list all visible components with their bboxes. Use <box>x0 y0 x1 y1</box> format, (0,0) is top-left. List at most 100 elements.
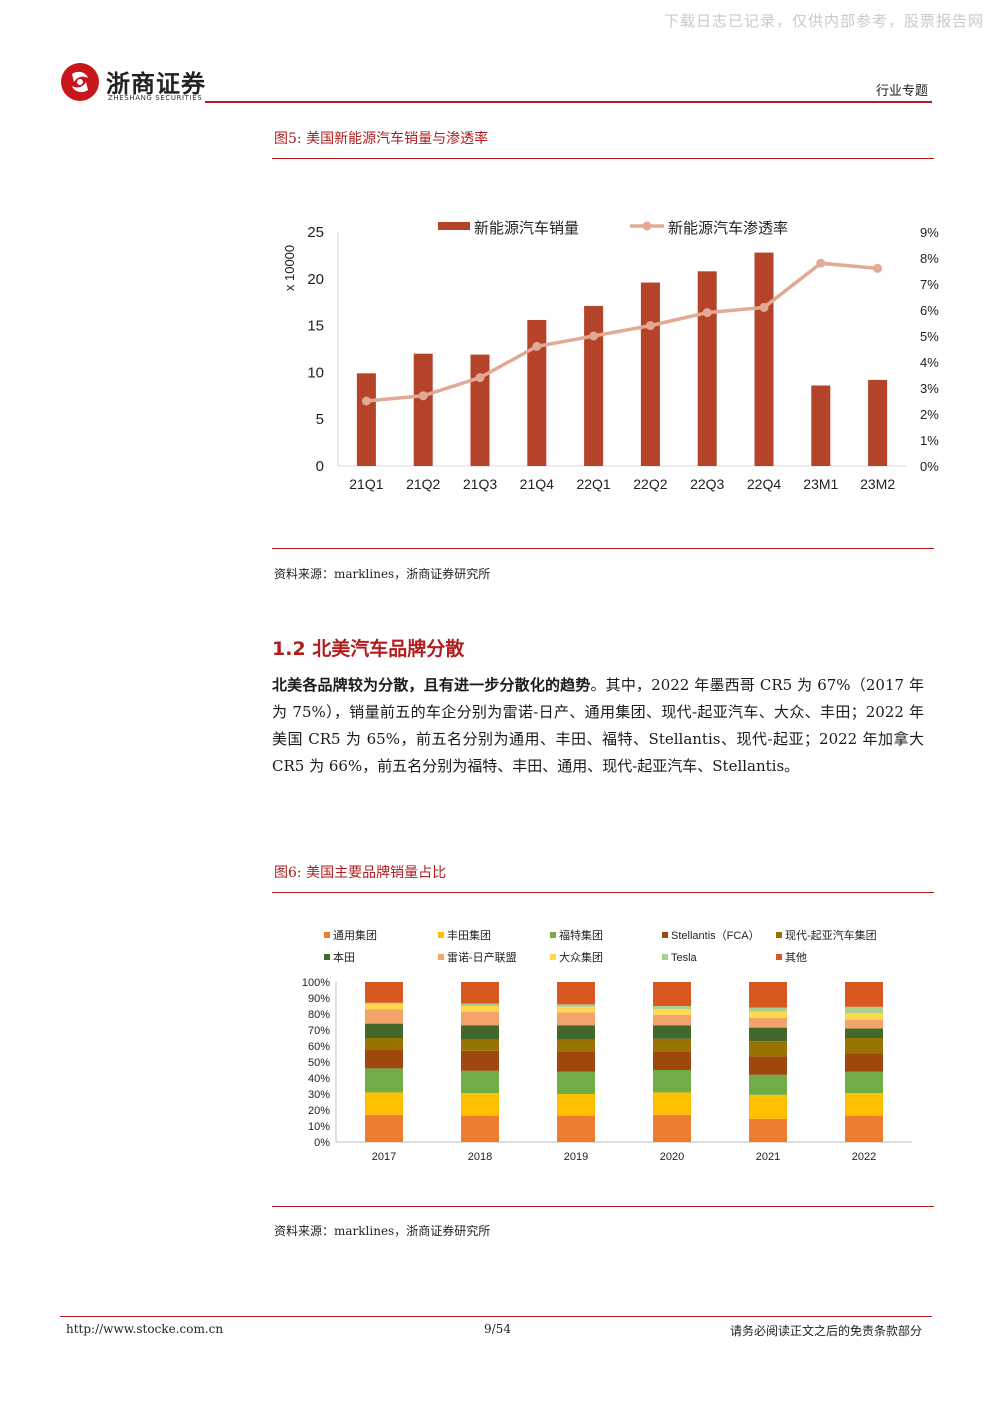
legend-swatch <box>438 954 444 960</box>
legend-swatch <box>662 954 668 960</box>
logo-chinese-name: 浙商证券 <box>106 70 206 98</box>
legend-label: 雷诺-日产联盟 <box>447 950 517 964</box>
legend-label: Tesla <box>671 952 698 964</box>
legend-swatch <box>662 932 668 938</box>
penetration-point <box>816 258 826 268</box>
stack-segment <box>365 982 403 1003</box>
stack-segment <box>749 1094 787 1119</box>
x-tick-label: 2022 <box>852 1151 876 1163</box>
stack-segment <box>749 1118 787 1142</box>
paragraph-lead: 北美各品牌较为分散，且有进一步分散化的趋势 <box>272 676 591 694</box>
stack-segment <box>845 1019 883 1029</box>
legend-label: 福特集团 <box>559 928 603 942</box>
stack-segment <box>845 1013 883 1020</box>
legend-bar-label: 新能源汽车销量 <box>474 220 579 237</box>
stack-segment <box>461 1025 499 1040</box>
stack-segment <box>365 1114 403 1142</box>
figure5-title: 图5: 美国新能源汽车销量与渗透率 <box>274 131 489 147</box>
penetration-line <box>366 261 878 403</box>
x-tick-label: 2021 <box>756 1151 780 1163</box>
stack-segment <box>653 1038 691 1052</box>
y-tick-label: 10% <box>308 1121 330 1133</box>
footer-divider <box>60 1316 932 1317</box>
stack-segment <box>845 1006 883 1014</box>
stack-segment <box>557 982 595 1005</box>
legend-bar-swatch <box>438 222 470 230</box>
y2-tick-label: 6% <box>920 303 939 318</box>
y2-tick-label: 9% <box>920 225 939 240</box>
penetration-point <box>873 263 883 273</box>
figure6-bottom-rule <box>272 1206 934 1207</box>
stack-segment <box>557 1039 595 1052</box>
legend-label: 通用集团 <box>333 928 377 942</box>
logo-english-name: ZHESHANG SECURITIES <box>108 94 203 102</box>
legend-label: 丰田集团 <box>447 928 491 942</box>
x-tick-label: 22Q1 <box>576 476 610 492</box>
paragraph-rest: 。其中，2022 年墨西哥 CR5 为 67%（2017 年为 75%），销量前… <box>272 676 924 775</box>
sales-bar <box>697 271 717 466</box>
stack-segment <box>845 982 883 1007</box>
y-tick-label: 0 <box>316 458 324 475</box>
ev-sales-chart-svg: 0 5 10 15 20 25 0% 1% 2% 3% 4% 5% 6% 7% 8% 9% x 10000 21Q… <box>282 220 939 492</box>
stack-segment <box>749 1007 787 1012</box>
legend-line-label: 新能源汽车渗透率 <box>668 220 788 237</box>
stack-segment <box>365 1009 403 1024</box>
x-tick-label: 23M1 <box>803 476 838 492</box>
x-tick-label: 2017 <box>372 1151 396 1163</box>
disclaimer-note: 请务必阅读正文之后的免责条款部分 <box>729 1324 922 1338</box>
stack-segment <box>557 1012 595 1026</box>
stack-segment <box>461 1006 499 1012</box>
sales-bar <box>754 252 774 466</box>
stack-segment <box>749 1011 787 1018</box>
stack-segment <box>749 1056 787 1075</box>
legend-label: 大众集团 <box>559 950 603 964</box>
report-category: 行业专题 <box>875 84 928 99</box>
legend-swatch <box>324 932 330 938</box>
sales-bar <box>640 282 660 466</box>
stack-segment <box>845 1038 883 1054</box>
brand-share-chart: 0% 10% 20% 30% 40% 50% 60% 70% 80% 90% 100% 2017 201… <box>290 920 930 1170</box>
penetration-point <box>589 331 599 341</box>
x-tick-label: 21Q2 <box>406 476 440 492</box>
x-tick-label: 22Q2 <box>633 476 667 492</box>
footer-website: http://www.stocke.com.cn <box>66 1322 224 1336</box>
x-tick-label: 23M2 <box>860 476 895 492</box>
logo-mark-icon <box>61 63 99 101</box>
company-logo: 浙商证券 ZHESHANG SECURITIES <box>60 62 220 106</box>
stack-segment <box>749 1041 787 1057</box>
x-tick-label: 2018 <box>468 1151 492 1163</box>
legend-swatch <box>776 954 782 960</box>
stack-segment <box>461 1070 499 1094</box>
sales-bar <box>470 354 490 466</box>
x-tick-label: 22Q4 <box>747 476 781 492</box>
x-tick-label: 2020 <box>660 1151 684 1163</box>
legend-swatch <box>550 932 556 938</box>
figure6-top-rule <box>272 892 934 893</box>
legend-label: 其他 <box>785 951 807 964</box>
page-number: 9/54 <box>484 1322 511 1336</box>
stack-segment <box>845 1054 883 1072</box>
stack-segment <box>653 982 691 1006</box>
stack-segment <box>557 1094 595 1116</box>
stack-segment <box>653 1114 691 1142</box>
stack-segment <box>461 1011 499 1026</box>
x-tick-label: 21Q3 <box>463 476 497 492</box>
y2-tick-label: 4% <box>920 355 939 370</box>
stack-segment <box>653 1006 691 1010</box>
y-axis-label: x 10000 <box>282 245 297 291</box>
stack-segment <box>845 1093 883 1116</box>
stack-segment <box>461 1115 499 1142</box>
penetration-point <box>532 341 542 351</box>
y-tick-label: 5 <box>316 411 324 428</box>
figure5-source: 资料来源：marklines，浙商证券研究所 <box>274 567 491 581</box>
y2-tick-label: 0% <box>920 459 939 474</box>
y-tick-label: 20% <box>308 1105 330 1117</box>
penetration-point <box>475 373 485 383</box>
figure5-top-rule <box>272 158 934 159</box>
stack-segment <box>365 1038 403 1050</box>
stack-segment <box>461 1039 499 1051</box>
x-tick-label: 21Q1 <box>349 476 383 492</box>
stack-segment <box>557 1115 595 1142</box>
stack-segment <box>749 1018 787 1028</box>
legend-label: Stellantis（FCA） <box>671 929 760 942</box>
